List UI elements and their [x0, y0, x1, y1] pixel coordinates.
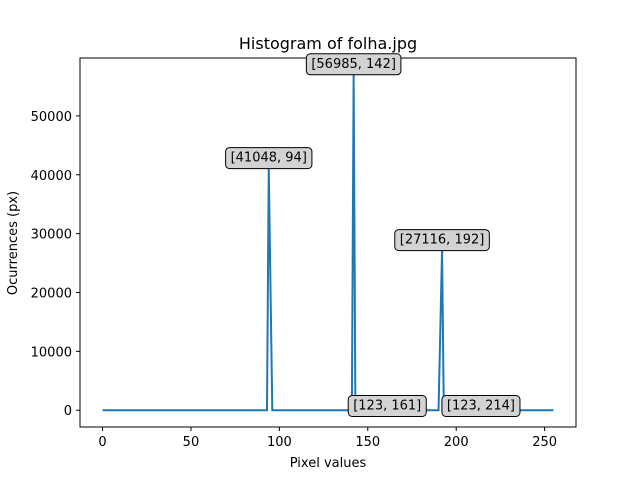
annotation-box: [41048, 94] — [225, 147, 313, 170]
x-tick-label: 200 — [444, 435, 469, 450]
y-tick-label: 50000 — [31, 110, 72, 125]
y-tick-label: 30000 — [31, 228, 72, 243]
y-axis-label: Ocurrences (px) — [6, 191, 21, 295]
y-tick-label: 0 — [64, 404, 72, 419]
annotation-box-bg — [305, 53, 402, 76]
x-tick-label: 0 — [98, 435, 106, 450]
annotation-box-bg — [394, 229, 490, 252]
x-axis-label: Pixel values — [290, 456, 367, 471]
y-tick-label: 40000 — [31, 169, 72, 184]
annotation-label: [123, 161] — [353, 399, 421, 414]
plot-frame — [79, 57, 577, 428]
x-tick-label: 50 — [183, 435, 200, 450]
annotation-label: [123, 214] — [447, 399, 515, 414]
annotation-box: [56985, 142] — [305, 53, 402, 76]
chart-title: Histogram of folha.jpg — [239, 34, 417, 53]
annotation-box: [27116, 192] — [394, 229, 490, 252]
x-tick-label: 150 — [355, 435, 380, 450]
annotation-label: [56985, 142] — [311, 57, 396, 72]
x-tick-label: 100 — [267, 435, 292, 450]
annotation-box: [123, 161] — [347, 395, 427, 418]
annotation-label: [41048, 94] — [231, 151, 307, 166]
annotation-box: [123, 214] — [441, 395, 521, 418]
y-tick-label: 20000 — [31, 286, 72, 301]
annotation-box-bg — [441, 395, 521, 418]
x-tick-label: 250 — [532, 435, 557, 450]
y-tick-label: 10000 — [31, 345, 72, 360]
annotation-box-bg — [347, 395, 427, 418]
annotation-label: [27116, 192] — [400, 233, 485, 248]
annotation-box-bg — [225, 147, 313, 170]
